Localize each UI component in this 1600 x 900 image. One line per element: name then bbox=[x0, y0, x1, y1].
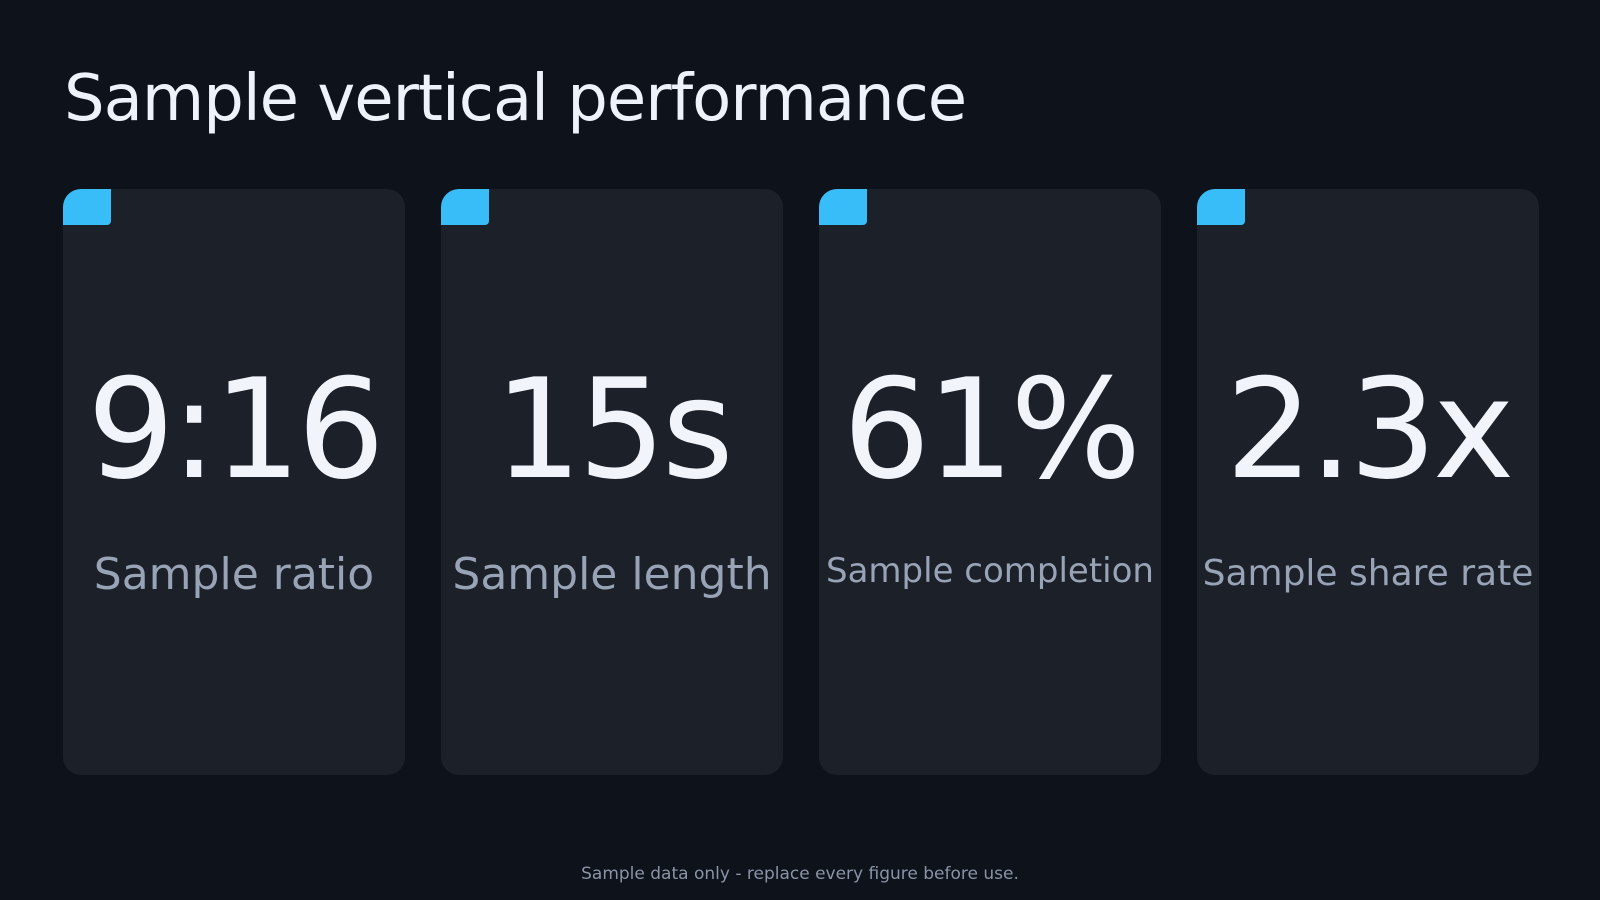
metric-label: Sample ratio bbox=[93, 549, 375, 600]
card-accent bbox=[1197, 189, 1245, 225]
metric-value: 15s bbox=[494, 349, 734, 510]
metric-value: 9:16 bbox=[87, 349, 385, 510]
metric-card: 2.3x Sample share rate bbox=[1197, 189, 1539, 775]
metric-card: 61% Sample completion bbox=[819, 189, 1161, 775]
card-accent bbox=[819, 189, 867, 225]
metric-value: 61% bbox=[842, 349, 1142, 510]
metric-card: 9:16 Sample ratio bbox=[63, 189, 405, 775]
card-accent bbox=[441, 189, 489, 225]
slide-title: Sample vertical performance bbox=[64, 62, 967, 136]
card-row: 9:16 Sample ratio 15s Sample length 61% Sampl… bbox=[63, 189, 1539, 775]
card-accent bbox=[63, 189, 111, 225]
footer-note: Sample data only - replace every figure … bbox=[581, 864, 1019, 884]
metric-card: 15s Sample length bbox=[441, 189, 783, 775]
metric-label: Sample completion bbox=[826, 551, 1154, 591]
metric-value: 2.3x bbox=[1225, 349, 1514, 510]
metric-label: Sample length bbox=[452, 549, 772, 600]
metric-label: Sample share rate bbox=[1202, 553, 1534, 594]
